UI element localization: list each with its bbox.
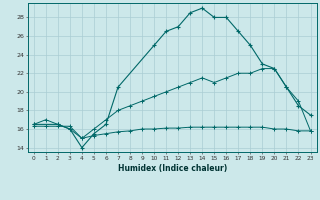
X-axis label: Humidex (Indice chaleur): Humidex (Indice chaleur) <box>117 164 227 173</box>
